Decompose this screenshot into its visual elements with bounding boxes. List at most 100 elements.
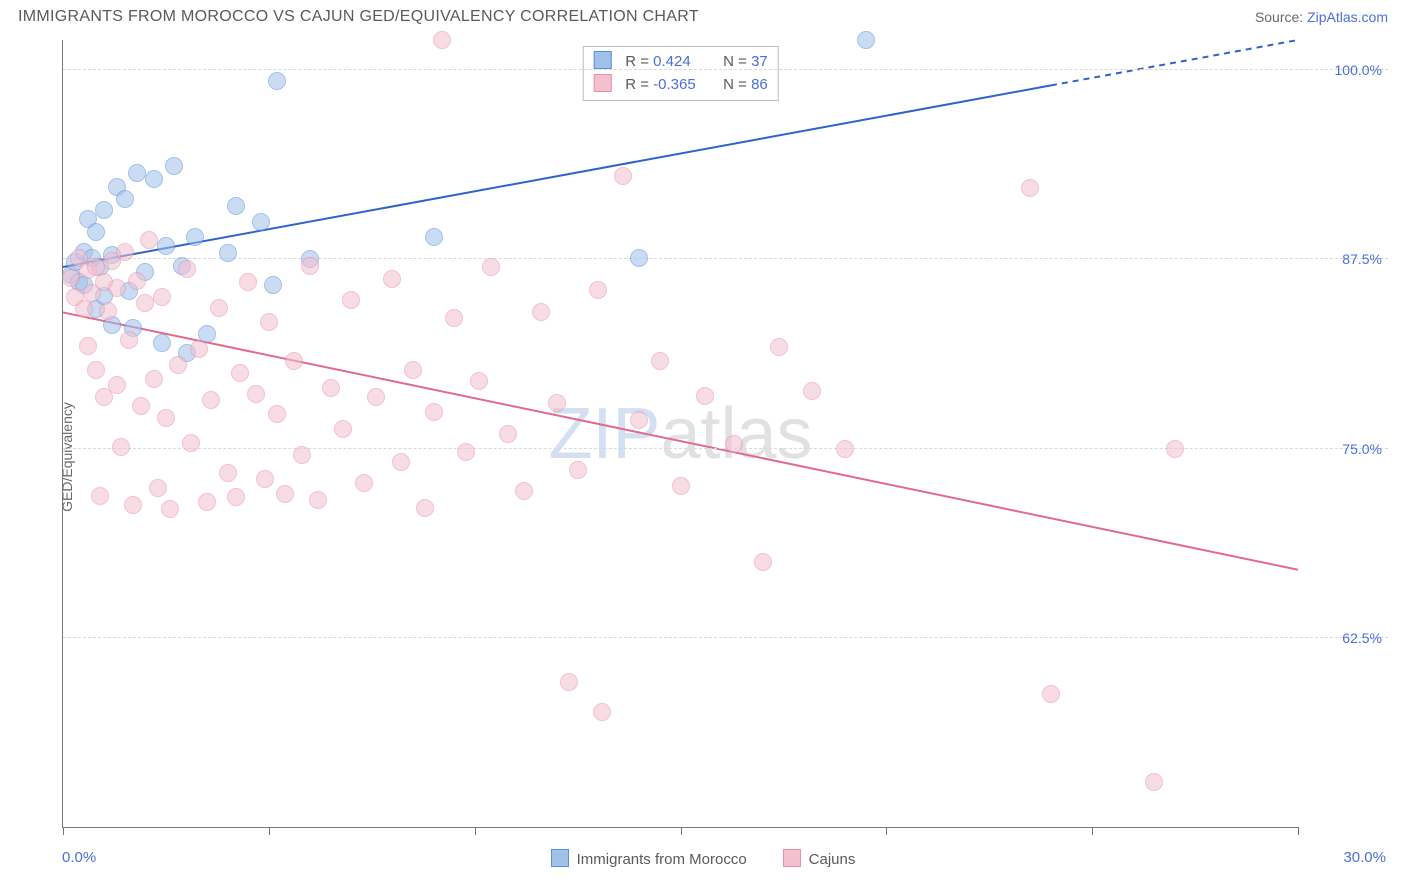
legend-item: Cajuns (783, 849, 856, 868)
data-point (202, 391, 220, 409)
data-point (334, 420, 352, 438)
data-point (198, 493, 216, 511)
data-point (120, 331, 138, 349)
data-point (560, 673, 578, 691)
data-point (367, 388, 385, 406)
data-point (392, 453, 410, 471)
watermark-part2: atlas (660, 394, 812, 474)
legend-swatch (783, 849, 801, 867)
data-point (651, 352, 669, 370)
data-point (425, 228, 443, 246)
data-point (445, 309, 463, 327)
data-point (264, 276, 282, 294)
data-point (256, 470, 274, 488)
legend-item: Immigrants from Morocco (551, 849, 747, 868)
data-point (186, 228, 204, 246)
x-tick (681, 827, 682, 835)
y-tick-label: 87.5% (1342, 251, 1382, 267)
stats-legend-row: R = -0.365N = 86 (593, 74, 768, 97)
data-point (227, 197, 245, 215)
source-link[interactable]: ZipAtlas.com (1307, 9, 1388, 25)
x-tick (1092, 827, 1093, 835)
gridline (63, 637, 1388, 638)
plot-area: ZIPatlas R = 0.424N = 37R = -0.365N = 86… (62, 40, 1298, 828)
n-value: 37 (751, 53, 768, 70)
data-point (227, 488, 245, 506)
data-point (857, 31, 875, 49)
r-label: R = (625, 53, 653, 70)
data-point (165, 157, 183, 175)
watermark: ZIPatlas (548, 393, 812, 475)
data-point (116, 190, 134, 208)
data-point (178, 260, 196, 278)
data-point (416, 499, 434, 517)
data-point (309, 491, 327, 509)
x-tick (269, 827, 270, 835)
source-label: Source: (1255, 9, 1307, 25)
data-point (87, 223, 105, 241)
data-point (355, 474, 373, 492)
data-point (91, 487, 109, 505)
data-point (169, 356, 187, 374)
data-point (140, 231, 158, 249)
data-point (62, 269, 80, 287)
legend-swatch (593, 74, 611, 92)
data-point (128, 164, 146, 182)
data-point (99, 302, 117, 320)
gridline (63, 69, 1388, 70)
source-attribution: Source: ZipAtlas.com (1255, 9, 1388, 25)
data-point (770, 338, 788, 356)
data-point (268, 72, 286, 90)
trend-lines-layer (63, 40, 1298, 827)
data-point (589, 281, 607, 299)
data-point (231, 364, 249, 382)
data-point (132, 397, 150, 415)
data-point (116, 243, 134, 261)
trend-line (63, 85, 1051, 267)
data-point (482, 258, 500, 276)
data-point (499, 425, 517, 443)
data-point (630, 411, 648, 429)
data-point (836, 440, 854, 458)
data-point (79, 337, 97, 355)
data-point (239, 273, 257, 291)
legend-label: Immigrants from Morocco (577, 851, 747, 868)
data-point (322, 379, 340, 397)
y-tick-label: 62.5% (1342, 630, 1382, 646)
data-point (145, 170, 163, 188)
data-point (1166, 440, 1184, 458)
data-point (532, 303, 550, 321)
data-point (276, 485, 294, 503)
data-point (260, 313, 278, 331)
data-point (293, 446, 311, 464)
data-point (548, 394, 566, 412)
data-point (1021, 179, 1039, 197)
x-tick (886, 827, 887, 835)
trend-line (63, 312, 1298, 569)
data-point (1042, 685, 1060, 703)
r-value: -0.365 (653, 74, 713, 97)
x-tick (475, 827, 476, 835)
data-point (219, 244, 237, 262)
data-point (219, 464, 237, 482)
y-tick-label: 100.0% (1335, 62, 1382, 78)
data-point (569, 461, 587, 479)
data-point (149, 479, 167, 497)
data-point (515, 482, 533, 500)
data-point (696, 387, 714, 405)
data-point (301, 257, 319, 275)
y-tick-label: 75.0% (1342, 441, 1382, 457)
data-point (425, 403, 443, 421)
data-point (112, 438, 130, 456)
n-value: 86 (751, 76, 768, 93)
trend-line-dashed (1051, 40, 1298, 85)
n-label: N = (723, 53, 751, 70)
legend-swatch (593, 51, 611, 69)
data-point (95, 201, 113, 219)
data-point (182, 434, 200, 452)
data-point (161, 500, 179, 518)
page-title: IMMIGRANTS FROM MOROCCO VS CAJUN GED/EQU… (18, 8, 699, 26)
data-point (153, 334, 171, 352)
data-point (630, 249, 648, 267)
x-tick (1298, 827, 1299, 835)
